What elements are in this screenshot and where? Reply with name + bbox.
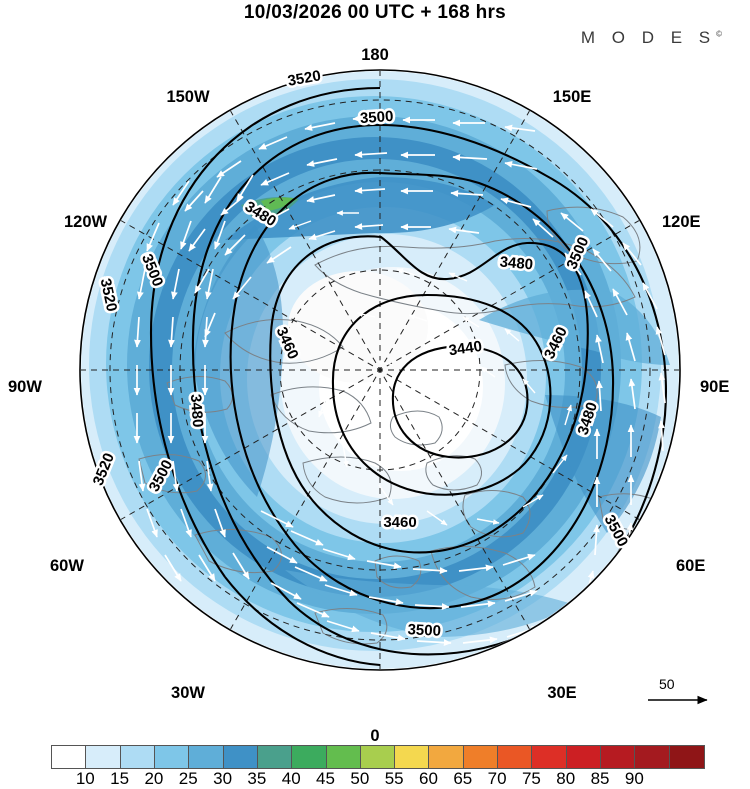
longitude-label-60w: 60W [50,557,84,575]
longitude-label-90w: 90W [8,378,42,396]
contour-label: 3500 [407,621,441,640]
colorbar-cell [532,746,567,768]
colorbar-cell [189,746,224,768]
longitude-label-90e: 90E [700,378,730,396]
longitude-label-60e: 60E [676,557,706,575]
contour-label: 3480 [499,254,534,274]
colorbar-cell [326,746,361,768]
colorbar-tick-90: 90 [624,769,644,788]
colorbar-cell [566,746,601,768]
longitude-label-30w: 30W [171,684,205,702]
colorbar-cells [51,745,705,769]
contour-label: 3460 [383,514,416,531]
colorbar-cell [52,746,87,768]
vector-scale-arrow [648,695,708,705]
longitude-label-150e: 150E [552,88,592,106]
longitude-label-120w: 120W [64,213,108,231]
colorbar-cell [360,746,396,768]
colorbar-cell [669,746,704,768]
colorbar-cell [120,746,155,768]
contour-label: 3440 [448,338,483,359]
colorbar-cell [292,746,327,768]
colorbar-cell [257,746,293,768]
longitude-label-120e: 120E [662,213,701,231]
contour-label: 3500 [359,108,393,127]
colorbar-cell [154,746,190,768]
map-outline [79,69,681,671]
colorbar[interactable]: 10 15 20 25 30 35 40 45 50 55 60 65 70 75 80 85 90 [0,744,750,788]
colorbar-cell [395,746,430,768]
vector-scale-label: 50 [659,676,675,692]
height-contours [149,86,667,667]
longitude-label-30e: 30E [547,684,577,702]
contour-label: 3520 [286,67,322,90]
longitude-label-150w: 150W [166,88,210,106]
contour-label: 3500 [407,621,441,640]
figure-title: 10/03/2026 00 UTC + 168 hrs [243,2,507,23]
contour-label: 3460 [383,514,416,531]
copyright-icon: © [716,29,722,39]
vector-scale-legend: 50 [645,676,725,708]
modes-logo-text: M O D E S [580,28,717,47]
contour-label: 3500 [359,108,393,127]
colorbar-cell [86,746,121,768]
colorbar-cell [463,746,499,768]
modes-logo: M O D E S© [581,28,722,48]
colorbar-cell [223,746,258,768]
polar-map-svg: 3520352035003500348034803520352035003500… [79,65,681,671]
longitude-label-180: 180 [361,46,389,64]
contour-label: 3520 [97,277,121,313]
wind-vectors [133,115,666,646]
colorbar-cell [601,746,636,768]
longitude-label-0: 0 [370,727,380,745]
graticule [81,71,679,669]
colorbar-cell [498,746,533,768]
polar-map[interactable]: 3520 3520 3500 3500 3480 3480 3520 3520 3500 3500… [8,46,729,745]
colorbar-cell [429,746,464,768]
wind-speed-shading [81,71,679,669]
meridians [81,71,679,669]
colorbar-cell [635,746,670,768]
contour-label: 3480 [187,393,206,427]
